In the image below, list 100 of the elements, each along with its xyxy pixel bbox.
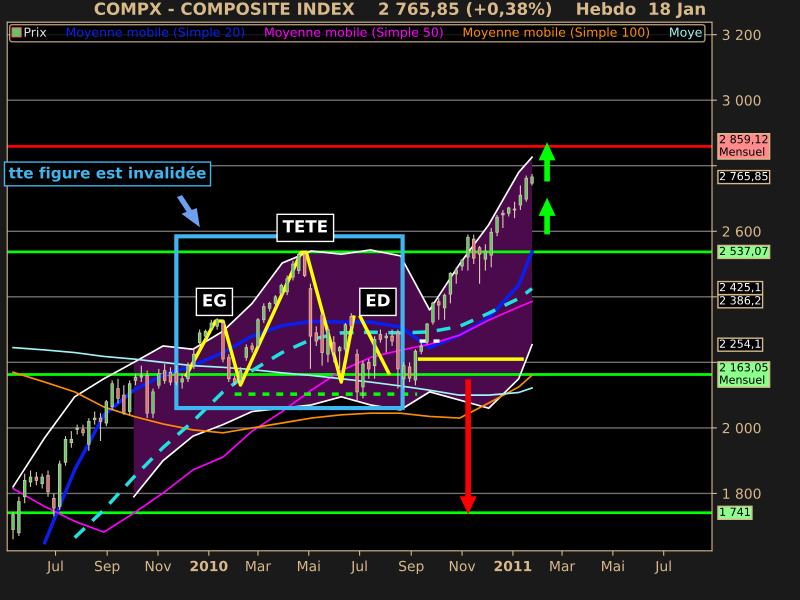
candlestick [361, 360, 365, 399]
x-tick-label: Mai [602, 560, 624, 572]
candlestick [28, 470, 32, 488]
text: Moyenne mobile (Simple 20) [66, 27, 244, 40]
text: Moyenne mobile (Simple 50) [265, 27, 443, 40]
x-tick-label: Mar [246, 560, 272, 572]
candlestick [367, 358, 370, 380]
chart-title: COMPX - COMPOSITE INDEX 2 765,85 (+0,38%) Hebdo 18 Jan [94, 2, 705, 18]
candlestick [490, 227, 493, 268]
x-tick-label: Sep [94, 560, 120, 574]
candlestick [507, 206, 510, 218]
candlestick [420, 342, 423, 355]
ref-line-label: 2 537,07 [720, 246, 768, 256]
candlestick [384, 332, 388, 354]
line-series [132, 344, 533, 498]
candlestick [442, 292, 446, 320]
candlestick [285, 274, 289, 296]
x-tick-label: Jul [46, 560, 63, 574]
line-series [12, 371, 533, 434]
line-series [184, 250, 356, 387]
x-tick-label: 2011 [494, 560, 532, 572]
candlestick [460, 258, 464, 272]
y-tick-label: 3 000 [722, 95, 761, 106]
candlestick [180, 373, 184, 390]
y-tick-label: 2 000 [722, 422, 761, 434]
candlestick [338, 345, 342, 370]
x-tick-label: Nov [146, 560, 172, 572]
y-tick-label: 2 600 [722, 226, 761, 237]
candlestick [87, 418, 91, 452]
candlestick [98, 412, 102, 442]
ref-line-label: 2 163,05 Mensuel [720, 363, 768, 384]
candlestick [268, 301, 272, 312]
ref-line-label: 1 741 [720, 508, 750, 516]
text: 2 425,1 [720, 282, 760, 292]
x-tick-label: 2010 [190, 560, 228, 572]
candlestick [162, 363, 166, 384]
x-tick-label: Mai [298, 560, 320, 572]
candlestick [122, 384, 126, 416]
candlestick [530, 173, 534, 186]
x-tick-label: Sep [399, 560, 424, 574]
candlestick [437, 298, 440, 320]
candlestick [250, 342, 254, 354]
candlestick [168, 366, 172, 386]
text: 2 765,85 [720, 172, 768, 182]
candlestick [198, 329, 202, 347]
candlestick [302, 252, 306, 278]
candlestick [232, 374, 236, 386]
candlestick [157, 368, 161, 390]
candlestick [40, 473, 44, 490]
y-tick-label: 3 200 [722, 30, 761, 40]
ref-line-label: 2 859,12 Mensuel [720, 134, 768, 156]
candlestick [472, 234, 476, 265]
candlestick [350, 312, 353, 330]
annotation: tte figure est invalidée [8, 166, 206, 182]
candlestick [140, 365, 144, 383]
candlestick [501, 209, 505, 229]
candlestick [110, 380, 114, 410]
candlestick [512, 201, 516, 219]
x-tick-label: Mar [550, 560, 576, 572]
text: Moye [670, 28, 702, 40]
candlestick [70, 430, 74, 448]
x-tick-label: Jul [350, 560, 367, 574]
candlestick [291, 260, 295, 281]
candlestick [244, 344, 248, 362]
candlestick [204, 329, 208, 340]
candlestick [52, 492, 56, 517]
candlestick [378, 329, 382, 344]
candlestick [466, 234, 470, 272]
candlestick [314, 326, 318, 347]
candlestick [210, 319, 213, 332]
text: 2 386,2 [720, 296, 760, 306]
candlestick [238, 366, 242, 384]
candlestick [425, 322, 429, 345]
candlestick [75, 424, 79, 436]
candlestick [408, 362, 412, 383]
candlestick [484, 244, 488, 272]
candlestick [104, 399, 108, 427]
candlestick [23, 473, 26, 504]
candlestick [92, 410, 96, 426]
candlestick [215, 318, 219, 330]
candlestick [116, 378, 120, 404]
candlestick [390, 329, 394, 347]
x-tick-label: Jul [654, 560, 671, 574]
candlestick [402, 362, 406, 390]
annotation: ED [366, 294, 390, 306]
candlestick [280, 283, 283, 298]
candlestick [262, 302, 266, 324]
candlestick [81, 424, 85, 437]
line-series [72, 286, 534, 540]
candlestick [454, 266, 458, 284]
candlestick [174, 365, 178, 386]
candlestick [448, 272, 452, 304]
legend-label: Prix [24, 27, 46, 37]
line-series [12, 346, 533, 396]
candlestick [192, 348, 196, 370]
candlestick [11, 510, 15, 540]
candlestick [518, 184, 522, 211]
candlestick [297, 252, 300, 274]
candlestick [524, 175, 528, 202]
text: Moyenne mobile (Simple 100) [464, 27, 650, 40]
